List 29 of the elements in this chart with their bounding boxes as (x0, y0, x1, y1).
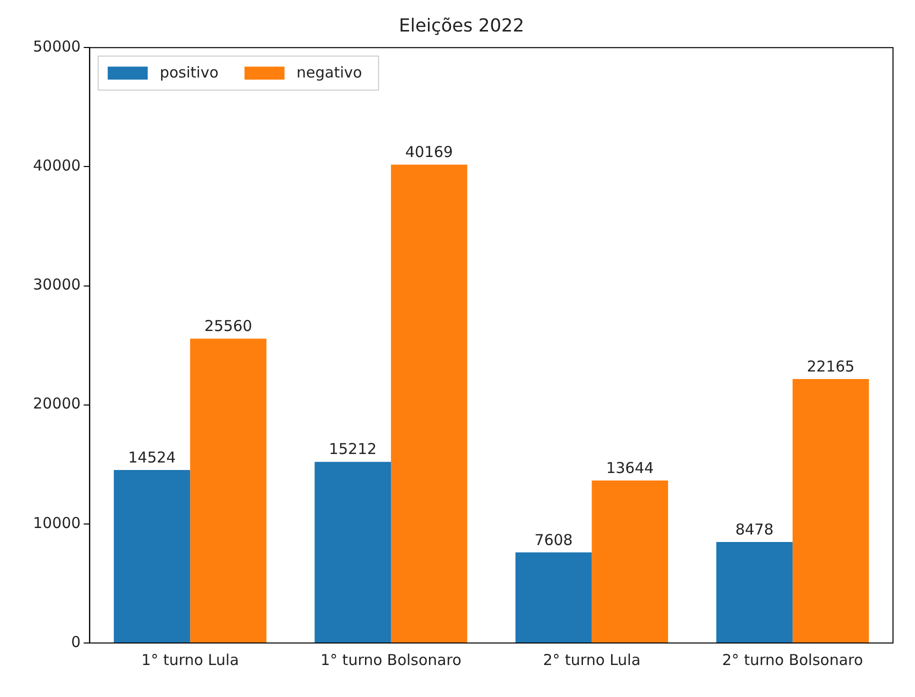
data-label: 40169 (405, 143, 453, 162)
data-label: 13644 (606, 458, 654, 477)
bar (390, 164, 468, 642)
x-tick-label: 1° turno Lula (141, 650, 239, 669)
x-tick-label: 2° turno Bolsonaro (722, 650, 864, 669)
bar (515, 552, 592, 642)
bar (314, 462, 391, 642)
data-label: 22165 (806, 357, 855, 376)
x-tick-label: 1° turno Bolsonaro (320, 650, 462, 669)
y-tick-label: 30000 (33, 276, 81, 294)
bar (190, 338, 266, 642)
y-tick-label: 40000 (33, 156, 81, 175)
chart-title: Eleições 2022 (398, 15, 524, 36)
bar (592, 480, 668, 642)
legend-label: negativo (296, 63, 362, 82)
data-label: 25560 (204, 317, 252, 336)
x-tick-label: 2° turno Lula (543, 650, 641, 669)
y-tick-label: 0 (71, 632, 81, 651)
data-label: 8478 (735, 520, 774, 538)
data-label: 7608 (534, 530, 573, 549)
data-label: 15212 (328, 440, 377, 458)
legend-label: positivo (160, 63, 219, 82)
y-tick-label: 10000 (33, 514, 81, 532)
bar (114, 470, 190, 642)
data-label: 14524 (128, 448, 176, 466)
y-tick-label: 20000 (33, 394, 81, 413)
bar (792, 379, 869, 642)
bar (716, 542, 793, 642)
y-tick-label: 50000 (33, 37, 81, 56)
